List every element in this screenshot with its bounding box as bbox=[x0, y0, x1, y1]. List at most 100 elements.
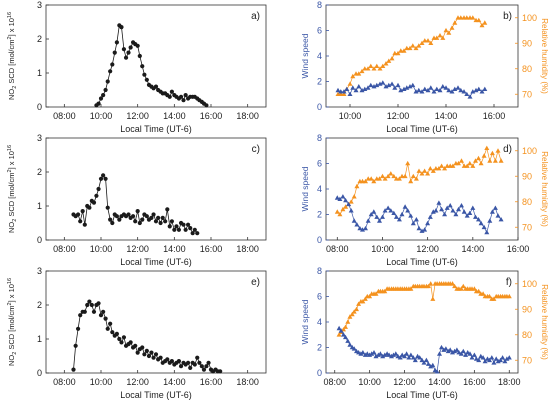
wind-series-point bbox=[413, 89, 419, 94]
no2-data-point bbox=[146, 353, 152, 359]
no2-data-point bbox=[98, 313, 104, 318]
wind-series-point bbox=[422, 86, 428, 91]
wind-series-point bbox=[365, 218, 371, 223]
rh-series-point bbox=[385, 173, 391, 179]
rh-series-point bbox=[506, 293, 512, 299]
rh-series-point bbox=[340, 206, 346, 212]
x-tick-label: 12:00 bbox=[126, 111, 149, 121]
no2-series-line bbox=[73, 174, 198, 235]
no2-data-point bbox=[174, 224, 179, 229]
rh-series-point bbox=[434, 35, 440, 40]
no2-data-point bbox=[130, 214, 136, 219]
wind-series-point bbox=[358, 351, 364, 356]
no2-data-point bbox=[151, 212, 156, 217]
no2-data-point bbox=[133, 219, 138, 224]
wind-series-point bbox=[410, 82, 416, 88]
no2-data-point bbox=[82, 309, 87, 314]
wind-series-point bbox=[443, 346, 449, 351]
no2-data-point bbox=[94, 193, 99, 198]
rh-y-tick-label: 80 bbox=[522, 330, 532, 340]
wind-series-point bbox=[393, 214, 399, 219]
rh-series-point bbox=[482, 20, 488, 25]
wind-y-tick-label: 0 bbox=[317, 235, 322, 245]
no2-data-point bbox=[201, 367, 207, 372]
wind-series-point bbox=[374, 82, 380, 88]
wind-series-point bbox=[382, 208, 388, 213]
rh-series-point bbox=[349, 311, 355, 317]
rh-series-point bbox=[479, 22, 485, 28]
wind-axis-label: Wind speed bbox=[300, 299, 310, 344]
wind-series-point bbox=[407, 84, 413, 89]
no2-data-point bbox=[142, 72, 147, 77]
x-tick-label: 10:00 bbox=[90, 377, 113, 387]
no2-data-point bbox=[119, 25, 124, 30]
wind-series-point bbox=[430, 209, 436, 214]
no2-data-point bbox=[140, 217, 145, 222]
no2-data-point bbox=[101, 173, 106, 178]
rh-series-point bbox=[401, 48, 407, 53]
rh-series-point bbox=[416, 168, 422, 173]
x-tick-label: 10:00 bbox=[90, 111, 113, 121]
wind-series-point bbox=[473, 214, 478, 219]
wind-series-point bbox=[346, 201, 352, 207]
wind-series-point bbox=[498, 357, 503, 363]
y-axis-label-part: 2 bbox=[7, 36, 13, 39]
no2-data-point bbox=[204, 364, 209, 369]
rh-series-point bbox=[440, 35, 446, 40]
wind-series-point bbox=[371, 350, 377, 355]
rh-series-point bbox=[413, 176, 419, 181]
rh-series-point bbox=[389, 56, 395, 61]
wind-series-point bbox=[359, 87, 365, 93]
rh-series-point bbox=[470, 15, 476, 20]
wind-series-point bbox=[476, 86, 482, 91]
y-tick-label: 2 bbox=[37, 34, 42, 44]
wind-series-point bbox=[480, 355, 486, 360]
wind-series-point bbox=[431, 89, 437, 94]
wind-series-point bbox=[402, 353, 407, 359]
wind-series-point bbox=[380, 80, 386, 85]
wind-series-point bbox=[463, 352, 469, 357]
no2-data-point bbox=[96, 101, 101, 106]
no2-data-point bbox=[103, 87, 108, 93]
wind-series-point bbox=[402, 204, 408, 209]
no2-data-point bbox=[169, 359, 174, 364]
rh-y-tick-label: 80 bbox=[522, 64, 532, 74]
y-axis-label: NO2 SCD [mol/cm2] x 1016 bbox=[7, 145, 18, 233]
no2-data-point bbox=[149, 215, 154, 220]
no2-data-point bbox=[119, 340, 124, 345]
rh-y-tick-label: 100 bbox=[522, 146, 537, 156]
wind-y-tick-label: 2 bbox=[317, 343, 322, 353]
no2-data-point bbox=[75, 326, 81, 331]
wind-series-point bbox=[476, 217, 481, 222]
no2-data-point bbox=[108, 321, 113, 326]
wind-series-point bbox=[433, 208, 439, 213]
wind-series-point bbox=[495, 358, 501, 364]
rh-series-point bbox=[343, 324, 348, 329]
wind-series-point bbox=[337, 196, 343, 201]
no2-data-point bbox=[135, 209, 140, 214]
wind-series-point bbox=[406, 355, 412, 360]
wind-series-point bbox=[449, 89, 455, 94]
rh-series-point bbox=[450, 163, 456, 168]
no2-data-point bbox=[105, 79, 110, 84]
y-axis-label: NO2 SCD [mol/cm2] x 1016 bbox=[7, 12, 18, 100]
no2-data-point bbox=[126, 212, 131, 217]
wind-series-point bbox=[470, 89, 476, 94]
no2-data-point bbox=[183, 227, 188, 232]
wind-series-point bbox=[416, 225, 422, 231]
y-tick-label: 1 bbox=[37, 68, 42, 78]
wind-series-line bbox=[337, 82, 486, 98]
rh-series-point bbox=[498, 158, 504, 163]
x-tick-label: 14:00 bbox=[435, 111, 458, 121]
rh-series-point bbox=[487, 158, 493, 163]
rh-series-point bbox=[416, 43, 422, 48]
rh-series-point bbox=[471, 286, 477, 291]
rh-series-point bbox=[442, 166, 448, 171]
wind-y-tick-label: 6 bbox=[317, 159, 322, 169]
wind-series-point bbox=[422, 227, 428, 232]
rh-series-point bbox=[425, 283, 431, 289]
x-tick-label: 12:00 bbox=[126, 244, 149, 254]
no2-data-point bbox=[98, 96, 104, 101]
wind-series-point bbox=[471, 352, 477, 357]
rh-series-point bbox=[362, 66, 368, 71]
